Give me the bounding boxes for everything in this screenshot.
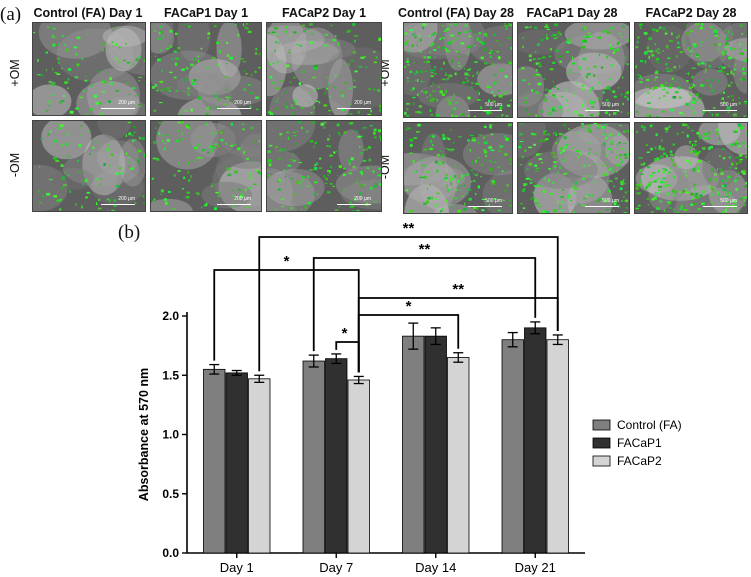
- significance-marker: *: [342, 325, 348, 342]
- bar: [347, 379, 370, 554]
- legend-swatch: [592, 437, 611, 449]
- bar: [524, 327, 547, 554]
- legend-label: Control (FA): [617, 418, 682, 432]
- panel-a-label: (a): [0, 4, 22, 25]
- bar: [424, 335, 447, 554]
- scale-bar-label: 500 µm: [720, 102, 737, 108]
- significance-bracket: [213, 269, 360, 373]
- scale-bar: [101, 203, 135, 205]
- scale-bar: [585, 205, 619, 207]
- y-axis-label: Absorbance at 570 nm: [137, 368, 151, 501]
- micrograph-image: 500 µm: [634, 22, 748, 118]
- scale-bar: [585, 109, 619, 111]
- y-tick-label: 1.5: [162, 368, 179, 382]
- y-tick-label: 1.0: [162, 428, 179, 442]
- micrograph-image: 500 µm: [634, 122, 748, 214]
- bar: [302, 360, 325, 554]
- bar-chart: 0.0 0.5 1.0 1.5 2.0 Absorbance at 570 nm Day 1…: [137, 220, 682, 575]
- x-tick-label: Day 1: [220, 560, 254, 575]
- significance-bracket: [258, 236, 559, 372]
- scale-bar-label: 500 µm: [485, 198, 502, 204]
- row-label: -OM: [8, 152, 22, 178]
- significance-bracket: [335, 341, 360, 373]
- micrograph-image: 200 µm: [32, 120, 146, 212]
- significance-bracket: [312, 257, 537, 352]
- bar: [501, 339, 524, 554]
- column-header: Control (FA) Day 28: [398, 6, 514, 20]
- x-tick-label: Day 7: [319, 560, 353, 575]
- legend-swatch: [592, 419, 611, 431]
- panel-b-label: (b): [118, 222, 141, 243]
- scale-bar-label: 200 µm: [234, 100, 251, 106]
- column-header: FACaP2 Day 28: [645, 6, 737, 20]
- y-tick-label: 0.0: [162, 546, 179, 560]
- scale-bar-label: 200 µm: [354, 196, 371, 202]
- significance-marker: *: [284, 253, 290, 270]
- scale-bar-label: 200 µm: [354, 100, 371, 106]
- scale-bar-label: 500 µm: [602, 198, 619, 204]
- scale-bar: [217, 107, 251, 109]
- y-tick-label: 0.5: [162, 487, 179, 501]
- scale-bar-label: 200 µm: [234, 196, 251, 202]
- x-tick-label: Day 14: [415, 560, 456, 575]
- bar: [325, 358, 348, 554]
- scale-bar-label: 500 µm: [485, 102, 502, 108]
- micrograph-image: 500 µm: [517, 122, 630, 214]
- legend-label: FACaP2: [617, 454, 662, 468]
- micrograph-image: 200 µm: [32, 22, 146, 116]
- column-header: Control (FA) Day 1: [33, 6, 143, 20]
- column-header: FACaP2 Day 1: [281, 6, 367, 20]
- scale-bar-label: 200 µm: [118, 100, 135, 106]
- micrograph-image: 500 µm: [517, 22, 630, 118]
- scale-bar: [703, 205, 737, 207]
- y-tick-label: 2.0: [162, 309, 179, 323]
- significance-marker: **: [403, 220, 415, 237]
- column-header: FACaP1 Day 1: [163, 6, 249, 20]
- scale-bar: [703, 109, 737, 111]
- scale-bar-label: 200 µm: [118, 196, 135, 202]
- scale-bar-label: 500 µm: [602, 102, 619, 108]
- scale-bar: [337, 203, 371, 205]
- bar: [546, 339, 569, 554]
- scale-bar: [468, 205, 502, 207]
- x-tick-label: Day 21: [515, 560, 556, 575]
- micrograph-image: 200 µm: [266, 120, 382, 212]
- scale-bar: [101, 107, 135, 109]
- significance-marker: **: [452, 281, 464, 298]
- bar: [203, 368, 226, 554]
- scale-bar-label: 500 µm: [720, 198, 737, 204]
- bar: [402, 335, 425, 554]
- column-header: FACaP1 Day 28: [526, 6, 618, 20]
- legend-label: FACaP1: [617, 436, 662, 450]
- micrograph-image: 500 µm: [403, 22, 513, 118]
- scale-bar: [337, 107, 371, 109]
- micrograph-image: 200 µm: [266, 22, 382, 116]
- bar: [225, 372, 248, 554]
- scale-bar: [217, 203, 251, 205]
- legend-swatch: [592, 455, 611, 467]
- significance-marker: *: [406, 298, 412, 315]
- bar: [248, 378, 271, 554]
- micrograph-image: 200 µm: [150, 120, 262, 212]
- scale-bar: [468, 109, 502, 111]
- micrograph-image: 500 µm: [403, 122, 513, 214]
- significance-marker: **: [419, 241, 431, 258]
- row-label: +OM: [8, 59, 22, 87]
- micrograph-image: 200 µm: [150, 22, 262, 116]
- bar: [447, 357, 470, 554]
